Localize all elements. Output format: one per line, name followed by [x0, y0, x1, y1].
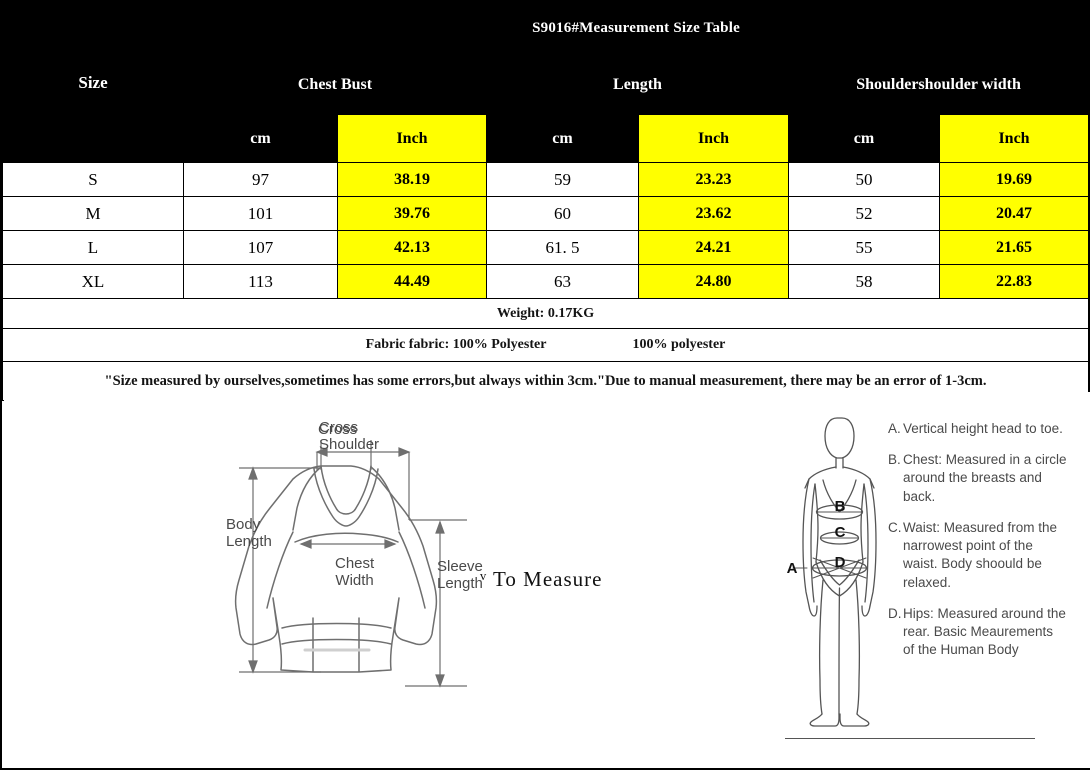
cell-chest-cm: 97: [183, 162, 338, 197]
label-body-length: Body Length: [226, 516, 272, 551]
cell-shoulder-cm: 50: [788, 162, 940, 197]
cell-shoulder-inch: 22.83: [938, 264, 1090, 299]
label-body-length-l1: Body: [226, 516, 261, 533]
cell-length-inch: 24.21: [638, 230, 789, 265]
legend-key: B.: [888, 452, 901, 468]
legend-underline: [785, 738, 1035, 739]
body-marker-a: A: [787, 560, 798, 577]
cell-chest-inch: 39.76: [337, 196, 487, 231]
body-marker-b: B: [835, 498, 846, 515]
body-measurement-legend: A. Vertical height head to toe. B. Chest…: [888, 420, 1068, 659]
fabric-row: Fabric fabric: 100% Polyester 100% polye…: [1, 328, 1090, 362]
legend-key: D.: [888, 605, 902, 621]
sweater-measurement-diagram: Cross: [234, 422, 467, 688]
cell-chest-cm: 107: [183, 230, 338, 265]
cell-size: XL: [2, 264, 184, 299]
legend-item: C. Waist: Measured from the narrowest po…: [888, 519, 1068, 592]
cell-chest-cm: 101: [183, 196, 338, 231]
weight-text: Weight: 0.17KG: [1, 298, 1090, 329]
group-header-shoulder-width: Shouldershoulder width: [787, 54, 1090, 115]
cell-length-cm: 59: [486, 162, 639, 197]
table-row: S 97 38.19 59 23.23 50 19.69: [2, 162, 1090, 197]
measurement-size-table: Size S9016#Measurement Size Table Chest …: [1, 2, 1090, 401]
unit-header-chest-cm: cm: [183, 114, 338, 163]
cell-length-cm: 60: [486, 196, 639, 231]
cell-length-cm: 61. 5: [486, 230, 639, 265]
cell-shoulder-inch: 20.47: [938, 196, 1090, 231]
cell-length-cm: 63: [486, 264, 639, 299]
table-title: S9016#Measurement Size Table: [182, 2, 1090, 55]
legend-item: B. Chest: Measured in a circle around th…: [888, 451, 1068, 506]
body-marker-d: D: [835, 554, 846, 571]
legend-key: C.: [888, 519, 902, 535]
cell-chest-inch: 42.13: [337, 230, 487, 265]
label-chest-width-l2: Width: [335, 571, 374, 589]
weight-row: Weight: 0.17KG: [1, 298, 1090, 329]
legend-item: D. Hips: Measured around the rear. Basic…: [888, 605, 1068, 660]
label-chest-width: Chest Width: [335, 555, 375, 590]
legend-text: Waist: Measured from the narrowest point…: [903, 519, 1058, 590]
cell-chest-inch: 38.19: [337, 162, 487, 197]
label-cross-shoulder: Cross Shoulder: [319, 419, 380, 454]
body-marker-c: C: [835, 524, 846, 541]
table-row: L 107 42.13 61. 5 24.21 55 21.65: [2, 230, 1090, 265]
cell-size: M: [2, 196, 184, 231]
fabric-primary-text: Fabric fabric: 100% Polyester: [365, 337, 547, 352]
cell-length-inch: 24.80: [638, 264, 789, 299]
label-cross-shoulder-l2: Shoulder: [319, 435, 380, 453]
cell-shoulder-cm: 52: [788, 196, 940, 231]
unit-header-shoulder-inch: Inch: [938, 114, 1090, 163]
cell-chest-inch: 44.49: [337, 264, 487, 299]
illustration-area: Cross: [4, 392, 1090, 768]
label-sleeve-length: Sleeve Length: [437, 558, 483, 593]
cell-shoulder-inch: 19.69: [938, 162, 1090, 197]
label-sleeve-length-l1: Sleeve: [437, 558, 483, 575]
group-header-row: Chest Bust Length Shouldershoulder width: [3, 54, 1090, 115]
size-column-header: Size: [2, 2, 184, 163]
cell-length-inch: 23.62: [638, 196, 789, 231]
how-to-measure-caption: ᵛ To Measure: [480, 567, 603, 591]
cell-length-inch: 23.23: [638, 162, 789, 197]
unit-header-row: cm Inch cm Inch cm Inch: [3, 114, 1090, 163]
table-row: M 101 39.76 60 23.62 52 20.47: [2, 196, 1090, 231]
cell-chest-cm: 113: [183, 264, 338, 299]
label-cross-shoulder-line1: Cross: [318, 422, 357, 438]
label-sleeve-length-l2: Length: [437, 574, 483, 592]
cell-shoulder-cm: 55: [788, 230, 940, 265]
label-chest-width-l1: Chest: [335, 555, 375, 572]
label-body-length-l2: Length: [226, 532, 272, 550]
group-header-chest-bust: Chest Bust: [183, 54, 487, 115]
human-body-diagram: A B C D: [787, 417, 877, 727]
cell-size: L: [2, 230, 184, 265]
table-row: XL 113 44.49 63 24.80 58 22.83: [2, 264, 1090, 299]
table-title-row: Size S9016#Measurement Size Table: [2, 2, 1090, 163]
legend-text: Vertical height head to toe.: [903, 421, 1063, 436]
legend-text: Chest: Measured in a circle around the b…: [903, 452, 1067, 504]
legend-item: A. Vertical height head to toe.: [888, 420, 1068, 438]
legend-text: Hips: Measured around the rear. Basic Me…: [903, 605, 1066, 658]
fabric-cell: Fabric fabric: 100% Polyester 100% polye…: [1, 328, 1090, 362]
legend-key: A.: [888, 421, 901, 436]
group-header-length: Length: [486, 54, 789, 115]
unit-header-chest-inch: Inch: [337, 114, 487, 163]
unit-header-length-cm: cm: [486, 114, 639, 163]
label-cross-shoulder-l1: Cross: [319, 419, 359, 436]
cell-shoulder-inch: 21.65: [938, 230, 1090, 265]
cell-size: S: [2, 162, 184, 197]
unit-header-shoulder-cm: cm: [788, 114, 940, 163]
fabric-secondary-text: 100% polyester: [632, 337, 726, 352]
cell-shoulder-cm: 58: [788, 264, 940, 299]
unit-header-length-inch: Inch: [638, 114, 789, 163]
